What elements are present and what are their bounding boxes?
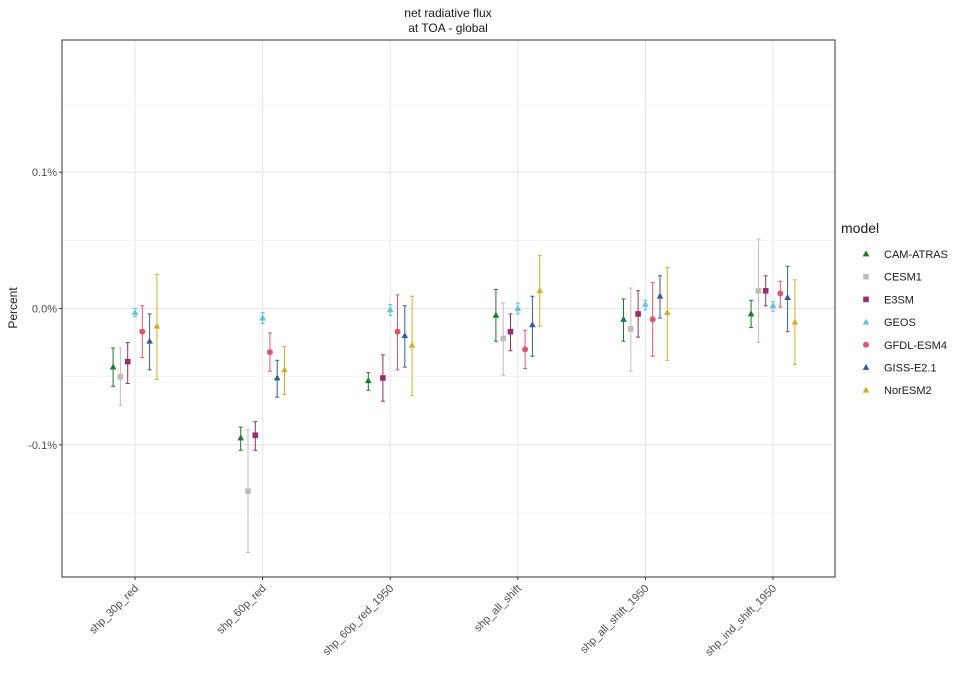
data-point: [500, 335, 506, 342]
legend-label: CESM1: [884, 272, 922, 284]
data-point: [386, 306, 394, 313]
data-point: [747, 310, 755, 317]
y-tick-label: 0.1%: [32, 167, 57, 179]
legend-key: [862, 318, 870, 325]
data-point: [529, 321, 536, 328]
data-point: [252, 432, 259, 439]
legend-label: GFDL-ESM4: [884, 340, 947, 352]
data-point: [755, 287, 762, 294]
data-point: [642, 300, 649, 307]
data-point: [791, 318, 799, 325]
data-point: [259, 314, 266, 321]
data-marks: [109, 238, 799, 553]
legend-key: [862, 386, 870, 393]
data-point: [762, 287, 769, 294]
legend-label: E3SM: [884, 294, 914, 306]
data-point: [656, 292, 664, 299]
data-point: [649, 316, 656, 323]
legend-label: CAM-ATRAS: [884, 249, 948, 261]
data-point: [784, 293, 791, 300]
data-point: [131, 308, 139, 315]
data-point: [266, 349, 273, 356]
chart-title-line-2: at TOA - global: [408, 21, 488, 35]
y-tick-label: -0.1%: [28, 440, 57, 452]
data-point: [777, 290, 784, 297]
y-tick-label: 0.0%: [32, 304, 57, 316]
data-point: [492, 311, 500, 318]
data-point: [146, 337, 153, 344]
legend-key: [862, 250, 870, 257]
data-point: [281, 366, 288, 373]
data-point: [769, 302, 777, 309]
data-point: [635, 311, 641, 317]
data-point: [273, 374, 281, 381]
data-point: [139, 328, 146, 335]
data-point: [380, 375, 386, 381]
legend-label: GEOS: [884, 317, 916, 329]
data-point: [245, 488, 251, 494]
data-point: [153, 322, 161, 329]
data-point: [628, 326, 634, 332]
data-point: [507, 328, 514, 335]
legend-label: GISS-E2.1: [884, 363, 937, 375]
legend-title: model: [841, 220, 879, 236]
data-point: [394, 328, 401, 335]
legend-key: [863, 296, 869, 303]
data-point: [408, 341, 416, 348]
data-point: [117, 373, 124, 380]
legend-key: [863, 273, 869, 280]
legend-label: NorESM2: [884, 385, 932, 397]
data-point: [514, 304, 522, 311]
data-point: [536, 287, 543, 294]
data-point: [401, 332, 409, 339]
y-axis: -0.1% 0.0% 0.1%: [28, 167, 62, 452]
data-point: [365, 377, 372, 384]
y-axis-label: Percent: [6, 287, 20, 329]
data-point: [522, 346, 529, 353]
data-point: [109, 363, 117, 370]
data-point: [620, 315, 627, 322]
data-point: [664, 308, 671, 315]
data-point: [237, 434, 244, 441]
legend-key: [863, 341, 869, 348]
chart-title-line-1: net radiative flux: [404, 6, 491, 20]
data-point: [124, 358, 131, 365]
legend-key: [862, 363, 870, 370]
legend: model CAM-ATRAS CESM1 E3SM GEOS GFDL-ESM4 GIS…: [841, 220, 948, 397]
